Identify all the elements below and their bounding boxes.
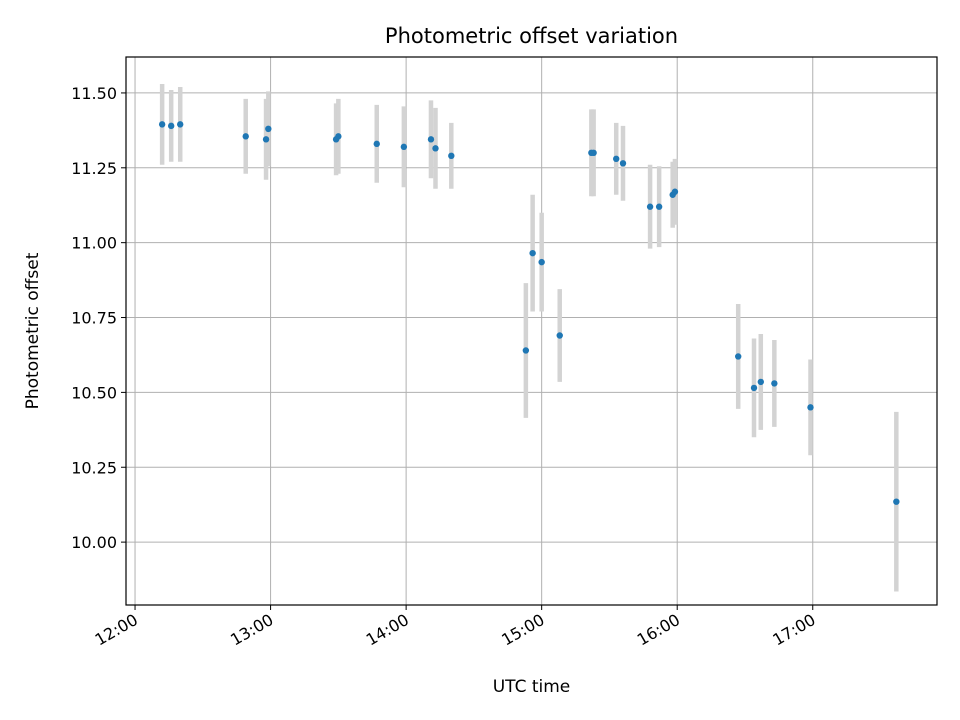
data-point (335, 133, 342, 140)
data-point (646, 203, 654, 210)
data-point (750, 384, 758, 392)
data-point (807, 404, 814, 411)
y-tick-label: 10.75 (71, 309, 117, 328)
y-tick-label: 11.00 (71, 234, 117, 253)
data-point (262, 136, 270, 143)
data-point (242, 133, 249, 140)
data-point (655, 203, 663, 210)
data-point (432, 145, 439, 152)
data-point (373, 140, 380, 148)
data-point (167, 122, 175, 130)
data-point (177, 121, 184, 128)
data-point (529, 249, 536, 257)
grid (126, 57, 937, 605)
data-point (735, 353, 742, 360)
data-point (771, 380, 778, 387)
y-tick-label: 10.50 (71, 383, 117, 402)
data-point (619, 160, 627, 167)
plot-area-frame (125, 56, 938, 606)
data-point (538, 258, 545, 266)
data-point (400, 143, 408, 151)
data-point (522, 347, 530, 354)
y-axis: 10.00 10.25 10.50 10.75 11.00 11.25 11.50 (71, 84, 126, 552)
data-point (671, 188, 679, 195)
data-point (556, 332, 563, 339)
data-point (613, 155, 620, 163)
y-tick-label: 11.50 (71, 84, 117, 103)
y-tick-label: 11.25 (71, 159, 117, 178)
x-axis-title: UTC time (493, 677, 571, 697)
data-point (265, 125, 272, 133)
data-point (893, 498, 900, 505)
data-point (158, 121, 166, 128)
data-points (158, 121, 900, 505)
data-point (448, 152, 455, 160)
y-tick-label: 10.25 (71, 458, 117, 477)
y-axis-title: Photometric offset (23, 252, 43, 409)
chart-title: Photometric offset variation (385, 24, 678, 48)
data-point (427, 136, 435, 143)
y-tick-label: 10.00 (71, 533, 117, 552)
data-point (757, 378, 764, 386)
data-point (590, 149, 597, 157)
